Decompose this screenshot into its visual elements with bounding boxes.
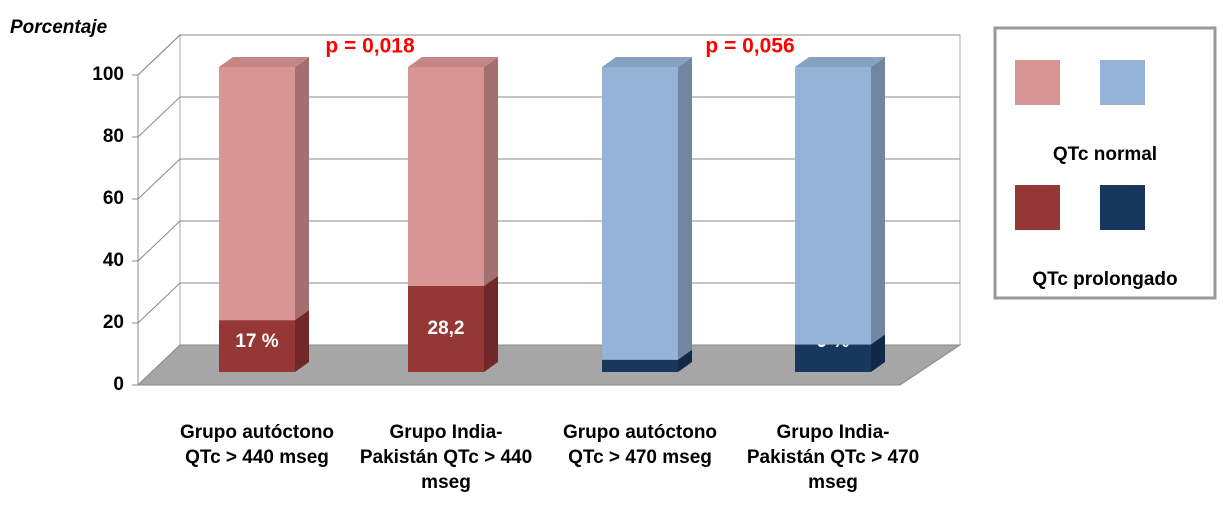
legend-label: QTc normal [1053, 144, 1157, 165]
y-tick-label: 60 [103, 188, 124, 209]
bar-side [871, 57, 885, 345]
y-tick-label: 20 [103, 312, 124, 333]
y-tick-label: 40 [103, 250, 124, 271]
bar-side [678, 57, 692, 360]
bar-side [678, 349, 692, 372]
bar [219, 320, 295, 372]
grid-line [137, 34, 960, 76]
bar-top [408, 57, 498, 67]
y-tick-label: 80 [103, 126, 124, 147]
bar-side [484, 275, 498, 372]
legend-swatch [1015, 60, 1060, 105]
bar-top [219, 57, 309, 67]
bar [602, 359, 678, 372]
bar-side [295, 310, 309, 372]
bar [602, 67, 678, 360]
grid-line [137, 158, 960, 200]
bar-side [871, 334, 885, 372]
legend-swatch [1100, 185, 1145, 230]
bar-side [484, 57, 498, 286]
data-label: 28,2 [428, 318, 465, 339]
x-tick-label: Grupo India-Pakistán QTc > 470 mseg [746, 422, 920, 493]
bar [795, 344, 871, 372]
annotation: p = 0,056 [705, 35, 794, 58]
x-tick-label: Grupo autóctono QTc > 470 mseg [562, 422, 718, 468]
y-tick-label: 100 [92, 64, 124, 85]
x-tick-label: Grupo India-Pakistán QTc > 440 mseg [359, 422, 533, 493]
bar [408, 67, 484, 286]
legend-swatch [1100, 60, 1145, 105]
y-axis-label: Porcentaje [10, 17, 108, 38]
grid-line [137, 282, 960, 324]
bar [219, 67, 295, 321]
bar-top [602, 57, 692, 67]
bar [408, 285, 484, 372]
grid-line [137, 96, 960, 138]
bar-side [295, 57, 309, 321]
y-tick-label: 0 [113, 374, 124, 395]
bar-top [795, 57, 885, 67]
annotation: p = 0,018 [325, 35, 415, 58]
data-label: 17 % [235, 331, 278, 352]
grid-line [137, 220, 960, 262]
x-tick-label: Grupo autóctono QTc > 440 mseg [179, 422, 335, 468]
back-wall [137, 33, 181, 387]
bar [795, 67, 871, 345]
legend-label: QTc prolongado [1032, 269, 1177, 290]
legend-swatch [1015, 185, 1060, 230]
